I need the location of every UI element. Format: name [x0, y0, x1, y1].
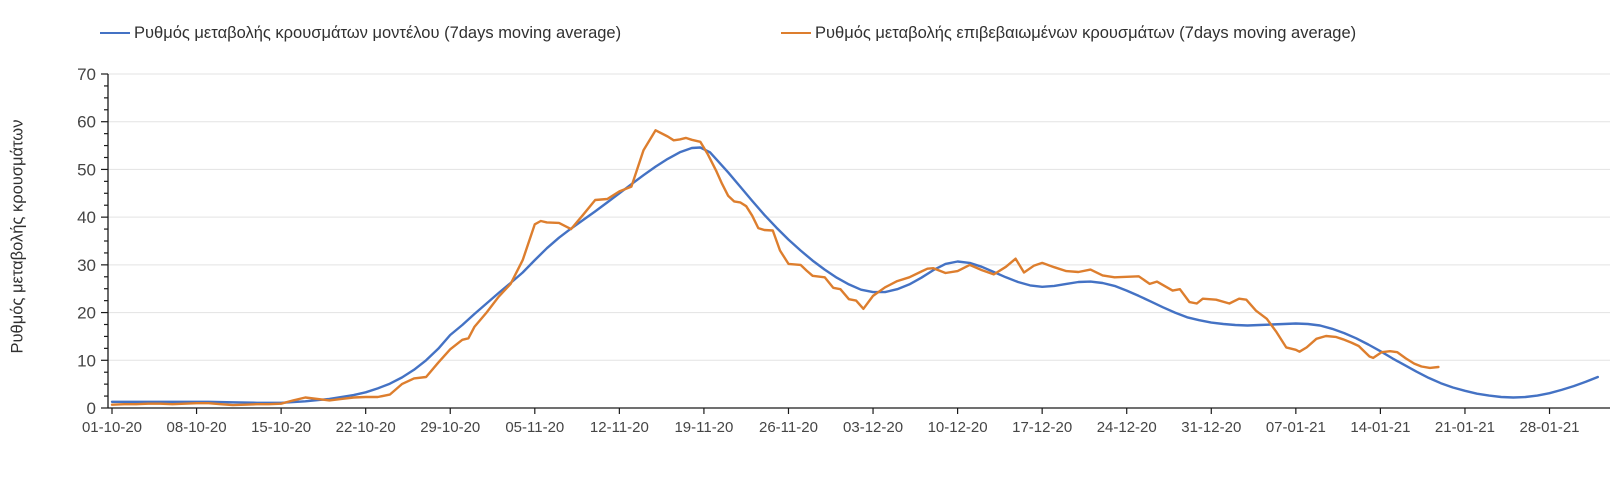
legend-item-model[interactable]: Ρυθμός μεταβολής κρουσμάτων μοντέλου (7d…: [100, 22, 621, 44]
x-tick-label-01-10-20: 01-10-20: [82, 419, 142, 436]
x-tick-label-15-10-20: 15-10-20: [251, 419, 311, 436]
x-tick-label-12-11-20: 12-11-20: [590, 419, 649, 436]
x-tick-label-19-11-20: 19-11-20: [674, 419, 733, 436]
x-tick-label-08-10-20: 08-10-20: [167, 419, 227, 436]
y-tick-label-30: 30: [77, 256, 96, 275]
x-tick-label-31-12-20: 31-12-20: [1181, 419, 1241, 436]
x-tick-label-24-12-20: 24-12-20: [1097, 419, 1157, 436]
legend-item-confirmed[interactable]: Ρυθμός μεταβολής επιβεβαιωμένων κρουσμάτ…: [781, 22, 1356, 44]
x-tick-label-14-01-21: 14-01-21: [1350, 419, 1410, 436]
x-tick-label-10-12-20: 10-12-20: [928, 419, 988, 436]
x-tick-label-17-12-20: 17-12-20: [1012, 419, 1072, 436]
y-tick-label-70: 70: [77, 65, 96, 84]
x-tick-label-29-10-20: 29-10-20: [420, 419, 480, 436]
legend-line-model-icon: [100, 32, 130, 34]
x-tick-label-07-01-21: 07-01-21: [1266, 419, 1326, 436]
series-line-model: [110, 146, 1599, 404]
x-tick-label-28-01-21: 28-01-21: [1519, 419, 1579, 436]
x-tick-label-03-12-20: 03-12-20: [843, 419, 903, 436]
y-tick-label-40: 40: [77, 208, 96, 227]
x-tick-label-26-11-20: 26-11-20: [759, 419, 818, 436]
y-tick-label-20: 20: [77, 304, 96, 323]
y-tick-label-0: 0: [87, 399, 96, 418]
y-tick-label-50: 50: [77, 160, 96, 179]
legend-label-confirmed: Ρυθμός μεταβολής επιβεβαιωμένων κρουσμάτ…: [815, 23, 1357, 42]
x-tick-label-22-10-20: 22-10-20: [336, 419, 396, 436]
y-tick-label-60: 60: [77, 113, 96, 132]
y-tick-label-10: 10: [77, 351, 96, 370]
legend-label-model: Ρυθμός μεταβολής κρουσμάτων μοντέλου (7d…: [134, 23, 622, 42]
series-line-confirmed: [110, 129, 1440, 407]
legend-line-confirmed-icon: [781, 32, 811, 34]
x-tick-label-05-11-20: 05-11-20: [505, 419, 564, 436]
x-tick-label-21-01-21: 21-01-21: [1435, 419, 1495, 436]
